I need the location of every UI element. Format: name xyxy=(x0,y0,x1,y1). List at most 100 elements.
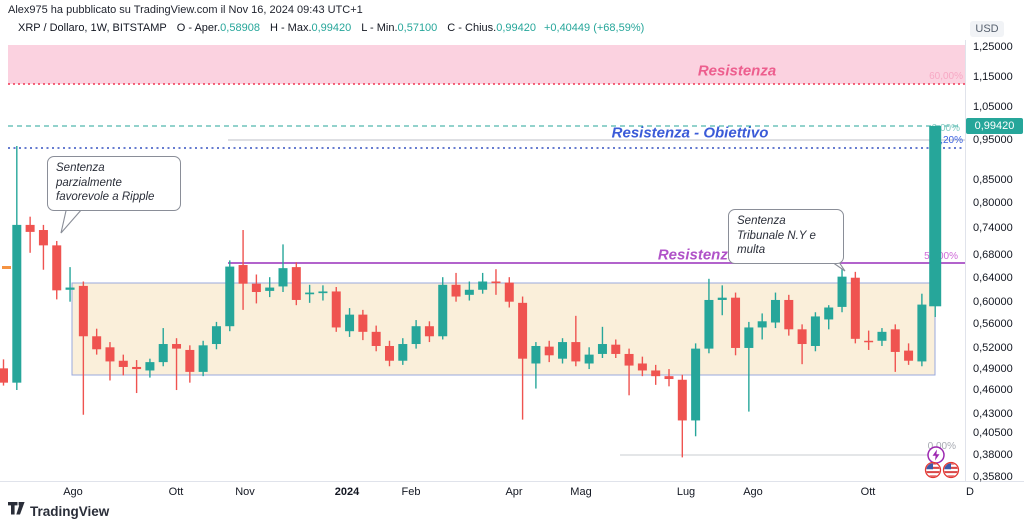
tradingview-logo-icon xyxy=(8,502,25,520)
tradingview-watermark[interactable]: TradingView xyxy=(8,502,109,520)
candle-body-down xyxy=(118,360,128,367)
fib-percent-label-2: 48,20% xyxy=(929,135,963,146)
candle-body-up xyxy=(810,316,820,346)
candle-body-up xyxy=(917,304,927,362)
lightning-bolt-glyph xyxy=(932,449,940,461)
symbol-info-bar[interactable]: XRP / Dollaro, 1W, BITSTAMP O - Aper.0,58… xyxy=(18,22,644,34)
candle-body-down xyxy=(504,282,514,302)
candle-body-up xyxy=(837,276,847,307)
candle-body-down xyxy=(92,336,102,350)
price-tick-0,43000: 0,43000 xyxy=(973,408,1013,420)
candle-body-down xyxy=(238,265,248,284)
candle-body-up xyxy=(597,344,607,354)
price-tick-0,60000: 0,60000 xyxy=(973,296,1013,308)
price-tick-0,68000: 0,68000 xyxy=(973,249,1013,261)
candle-body-up xyxy=(398,344,408,361)
close-value: 0,99420 xyxy=(496,22,536,34)
candle-body-up xyxy=(824,307,834,320)
annotation-bubble-0[interactable]: Sentenza parzialmente favorevole a Rippl… xyxy=(47,156,181,212)
annotation-bubble-1[interactable]: Sentenza Tribunale N.Y e multa xyxy=(728,209,844,265)
low-label: L - Min. xyxy=(361,22,398,34)
candle-body-up xyxy=(744,327,754,348)
candle-body-up xyxy=(145,362,155,371)
candle-body-up xyxy=(265,287,275,291)
candle-body-up xyxy=(877,331,887,341)
time-tick-Feb: Feb xyxy=(401,486,421,498)
candle-body-up xyxy=(770,299,780,323)
candle-body-down xyxy=(637,363,647,371)
candle-body-down xyxy=(664,376,674,380)
candle-body-down xyxy=(251,283,261,293)
candle-body-down xyxy=(52,245,62,291)
price-tick-0,35800: 0,35800 xyxy=(973,471,1013,483)
fib-percent-label-0: 60,00% xyxy=(929,71,963,82)
candle-body-down xyxy=(172,344,182,349)
candle-body-down xyxy=(291,267,301,300)
price-tick-1,25000: 1,25000 xyxy=(973,41,1013,53)
price-axis-separator xyxy=(965,40,966,482)
level-label-0[interactable]: Resistenza xyxy=(697,62,777,80)
candle-body-down xyxy=(491,281,501,284)
candle-body-down xyxy=(624,353,634,366)
candle-body-down xyxy=(677,379,687,421)
candle-body-up xyxy=(531,345,541,364)
level-label-2[interactable]: Resistenza xyxy=(657,246,737,264)
candle-body-down xyxy=(384,345,394,361)
candle-body-up xyxy=(225,266,235,327)
us-flag-event-icon[interactable] xyxy=(926,463,941,478)
candle-body-down xyxy=(651,370,661,377)
close-label: C - Chius. xyxy=(447,22,497,34)
candle-body-down xyxy=(850,277,860,339)
candle-body-down xyxy=(185,349,195,372)
candle-body-down xyxy=(358,314,368,332)
price-tick-1,05000: 1,05000 xyxy=(973,101,1013,113)
us-flag-ring xyxy=(924,461,942,479)
candle-body-down xyxy=(611,344,621,354)
candle-body-up xyxy=(198,345,208,372)
candle-body-up xyxy=(278,268,288,287)
candle-body-down xyxy=(371,331,381,346)
currency-label[interactable]: USD xyxy=(970,21,1004,37)
price-tick-0,38000: 0,38000 xyxy=(973,449,1013,461)
candle-body-up xyxy=(464,289,474,295)
high-value: 0,99420 xyxy=(311,22,352,34)
candle-body-up xyxy=(211,326,221,345)
time-tick-Nov: Nov xyxy=(235,486,255,498)
high-label: H - Max. xyxy=(269,22,312,34)
fib-percent-label-1: 0,00% xyxy=(932,123,960,134)
price-tick-0,64000: 0,64000 xyxy=(973,272,1013,284)
candle-body-up xyxy=(438,284,448,337)
candle-body-down xyxy=(904,350,914,361)
candle-body-down xyxy=(890,329,900,352)
price-tick-0,74000: 0,74000 xyxy=(973,222,1013,234)
candle-body-down xyxy=(105,347,115,362)
open-label: O - Aper. xyxy=(176,22,221,34)
candle-body-down xyxy=(797,329,807,345)
candle-body-up xyxy=(65,287,75,290)
price-tick-0,80000: 0,80000 xyxy=(973,197,1013,209)
candle-body-down xyxy=(38,230,48,246)
time-axis-separator xyxy=(0,481,1024,482)
price-tick-1,15000: 1,15000 xyxy=(973,71,1013,83)
price-marker-orange xyxy=(2,266,11,269)
candle-body-down xyxy=(132,366,142,370)
time-tick-Ott: Ott xyxy=(168,486,184,498)
candle-body-up xyxy=(318,291,328,294)
candle-body-down xyxy=(518,302,528,359)
candle-body-down xyxy=(784,299,794,330)
candle-body-down xyxy=(424,326,434,337)
price-tick-0,52000: 0,52000 xyxy=(973,342,1013,354)
candle-body-down xyxy=(451,284,461,297)
candle-body-up xyxy=(584,354,594,364)
watermark-text: TradingView xyxy=(30,503,110,519)
symbol-title: XRP / Dollaro, 1W, BITSTAMP xyxy=(18,22,167,34)
candle-body-down xyxy=(571,342,581,362)
open-value: 0,58908 xyxy=(220,22,260,34)
candle-body-up xyxy=(12,224,22,383)
us-flag-event-icon[interactable] xyxy=(944,463,959,478)
level-label-1[interactable]: Resistenza - Obiettivo xyxy=(611,124,769,142)
time-tick-Lug: Lug xyxy=(676,486,696,498)
resistance-zone[interactable] xyxy=(8,45,965,84)
